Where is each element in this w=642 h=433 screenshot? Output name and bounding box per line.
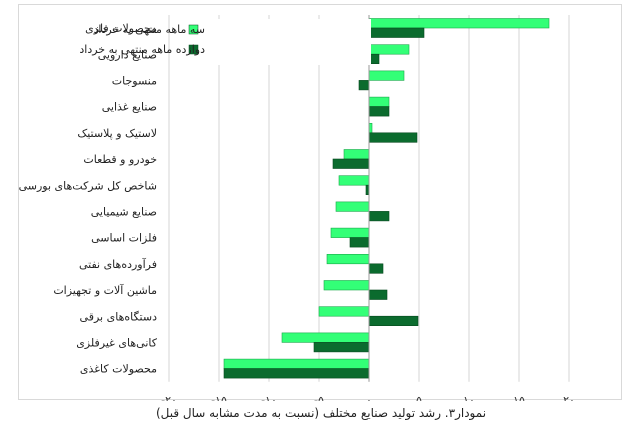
bar-quarterly	[343, 149, 370, 160]
category-label: ماشین آلات و تجهیزات	[53, 283, 157, 297]
x-tick-label: -۲۰	[161, 394, 177, 401]
bar-annual	[368, 315, 419, 327]
category-label: فرآورده‌های نفتی	[79, 257, 157, 271]
bar-annual	[332, 158, 370, 169]
bar-annual	[358, 80, 370, 91]
bar-annual	[368, 289, 388, 300]
bar-quarterly	[330, 227, 370, 238]
bar-annual	[368, 211, 390, 222]
bar-annual	[313, 342, 370, 353]
legend-label: سه ماهه منتهی به خرداد	[94, 23, 206, 36]
x-tick-label: -۱۵	[211, 394, 227, 401]
category-label: محصولات کاغذی	[80, 363, 157, 376]
x-tick-label: ۵	[416, 394, 422, 401]
category-label: صنایع غذایی	[102, 101, 157, 114]
category-label: محصولات فلزی	[85, 22, 157, 35]
bar-quarterly	[368, 70, 405, 81]
bar-quarterly	[368, 18, 550, 29]
x-tick-label: ۱۵	[513, 394, 525, 401]
legend-label: دوازده ماهه منتهی به خرداد	[79, 43, 205, 56]
bar-annual	[223, 368, 370, 379]
category-label: شاخص کل شرکت‌های بورسی	[19, 179, 157, 192]
category-label: فلزات اساسی	[91, 232, 157, 245]
legend-box	[185, 19, 371, 65]
category-label: خودرو و قطعات	[83, 153, 157, 166]
bar-quarterly	[335, 201, 370, 212]
category-label: لاستیک و پلاستیک	[77, 127, 157, 140]
bar-quarterly	[368, 44, 410, 55]
legend-swatch	[188, 44, 199, 55]
bar-annual	[368, 27, 425, 38]
bar-quarterly	[368, 96, 390, 107]
bar-chart: -۲۰ -۱۵ -۱۰ -۵ ۰ ۵ ۱۰ ۱۵ ۲۰ محصولات فلزی صنایع دار…	[19, 15, 575, 401]
x-tick-label: -۵	[314, 394, 324, 401]
bar-annual	[349, 237, 370, 248]
x-tick-label: ۰	[366, 394, 372, 401]
bar-quarterly	[326, 254, 370, 265]
chart-caption: نمودار۳. رشد تولید صنایع مختلف (نسبت به …	[155, 406, 487, 420]
bar-annual	[368, 263, 384, 274]
category-label: کانی‌های غیرفلزی	[76, 337, 158, 350]
chart-figure: -۲۰ -۱۵ -۱۰ -۵ ۰ ۵ ۱۰ ۱۵ ۲۰ محصولات فلزی صنایع دار…	[18, 4, 622, 401]
bar-quarterly	[281, 332, 370, 343]
bar-quarterly	[323, 280, 370, 291]
legend-swatch	[188, 24, 199, 35]
x-tick-label: -۱۰	[261, 394, 277, 401]
category-label: دستگاه‌های برقی	[80, 310, 158, 323]
category-label: صنایع دارویی	[98, 48, 157, 61]
x-tick-label: ۲۰	[563, 394, 575, 401]
bar-quarterly	[318, 306, 370, 317]
bar-annual	[368, 106, 390, 117]
category-label: منسوجات	[112, 75, 157, 88]
category-label: صنایع شیمیایی	[91, 206, 157, 219]
bar-quarterly	[338, 175, 370, 186]
bar-quarterly	[223, 358, 370, 369]
x-tick-label: ۱۰	[463, 394, 475, 401]
bar-annual	[368, 132, 418, 143]
